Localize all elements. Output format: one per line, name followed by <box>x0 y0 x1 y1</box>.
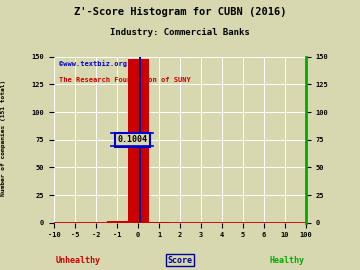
Text: Industry: Commercial Banks: Industry: Commercial Banks <box>110 28 250 37</box>
Text: Number of companies (151 total): Number of companies (151 total) <box>1 80 6 196</box>
Text: Z'-Score Histogram for CUBN (2016): Z'-Score Histogram for CUBN (2016) <box>74 7 286 17</box>
Text: Score: Score <box>167 256 193 265</box>
Bar <box>127 59 149 223</box>
Text: Unhealthy: Unhealthy <box>56 256 101 265</box>
Text: ©www.textbiz.org: ©www.textbiz.org <box>59 60 127 67</box>
Bar <box>107 221 127 223</box>
Text: 0.1004: 0.1004 <box>117 135 147 144</box>
Bar <box>149 222 170 223</box>
Text: The Research Foundation of SUNY: The Research Foundation of SUNY <box>59 77 191 83</box>
Text: Healthy: Healthy <box>269 256 304 265</box>
